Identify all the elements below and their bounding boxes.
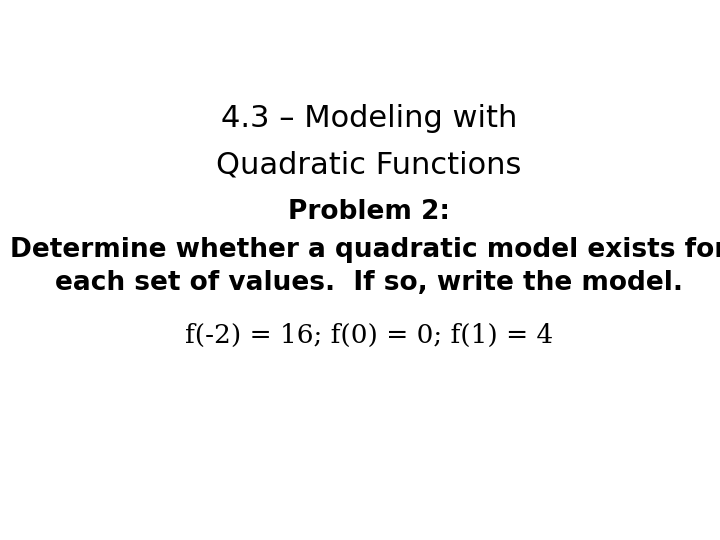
Text: f(-2) = 16; f(0) = 0; f(1) = 4: f(-2) = 16; f(0) = 0; f(1) = 4 bbox=[185, 322, 553, 348]
Text: Determine whether a quadratic model exists for: Determine whether a quadratic model exis… bbox=[10, 237, 720, 263]
Text: Problem 2:: Problem 2: bbox=[288, 199, 450, 225]
Text: 4.3 – Modeling with: 4.3 – Modeling with bbox=[221, 104, 517, 133]
Text: each set of values.  If so, write the model.: each set of values. If so, write the mod… bbox=[55, 270, 683, 296]
Text: Quadratic Functions: Quadratic Functions bbox=[216, 150, 522, 179]
